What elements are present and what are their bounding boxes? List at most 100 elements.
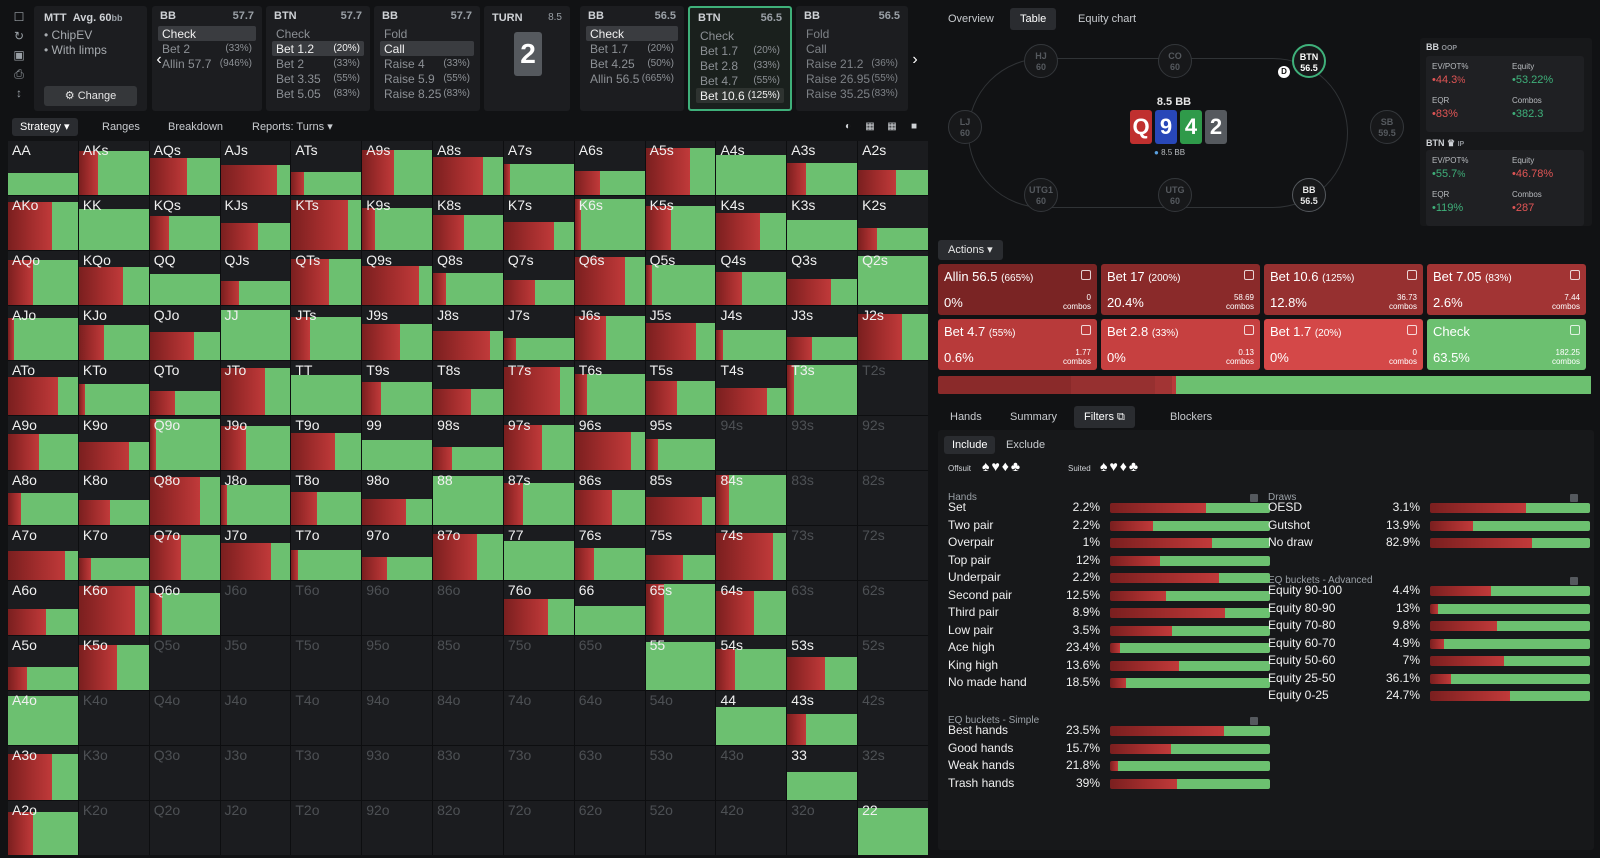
- filter-row[interactable]: Equity 60-70 4.9%: [1268, 636, 1590, 652]
- breakdown-tab[interactable]: Breakdown: [168, 121, 224, 133]
- node-action[interactable]: Bet 2 (33%): [158, 41, 256, 56]
- filter-row[interactable]: Equity 70-80 9.8%: [1268, 618, 1590, 634]
- hand-cell[interactable]: J7o: [220, 526, 291, 580]
- node-action[interactable]: Check: [158, 26, 256, 41]
- hand-cell[interactable]: T4s: [716, 361, 787, 415]
- contrast-icon[interactable]: ◐: [844, 121, 852, 132]
- hand-cell[interactable]: J8s: [433, 306, 503, 360]
- hand-cell[interactable]: KK: [78, 196, 149, 250]
- filter-row[interactable]: Weak hands 21.8%: [948, 758, 1270, 774]
- hand-cell[interactable]: A8s: [433, 141, 503, 195]
- hand-cell[interactable]: K9s: [362, 196, 433, 250]
- details-icon[interactable]: [1081, 325, 1091, 335]
- hand-cell[interactable]: Q6s: [574, 251, 645, 305]
- tab-filters[interactable]: Filters ⧉: [1074, 406, 1135, 428]
- hand-cell[interactable]: 42o: [716, 801, 787, 855]
- hand-cell[interactable]: 55: [645, 636, 716, 690]
- filter-row[interactable]: Third pair 8.9%: [948, 605, 1270, 621]
- tree-node[interactable]: BB 57.7 Check Bet 2 (33%) Allin 57.7 (946%): [152, 6, 262, 111]
- node-action[interactable]: Bet 3.35 (55%): [272, 71, 364, 86]
- tab-blockers[interactable]: Blockers: [1170, 411, 1213, 423]
- hand-cell[interactable]: T3s: [787, 361, 858, 415]
- hand-cell[interactable]: A6o: [8, 581, 78, 635]
- node-action[interactable]: Raise 35.25 (83%): [802, 86, 902, 101]
- hand-cell[interactable]: 88: [433, 471, 503, 525]
- hand-cell[interactable]: K6o: [78, 581, 149, 635]
- node-action[interactable]: Call: [380, 41, 474, 56]
- hand-cell[interactable]: AQs: [149, 141, 220, 195]
- scroll-right-icon[interactable]: ›: [912, 51, 918, 68]
- node-action[interactable]: Bet 1.7 (20%): [586, 41, 678, 56]
- hand-cell[interactable]: 95o: [362, 636, 433, 690]
- hand-cell[interactable]: J9o: [220, 416, 291, 470]
- hand-cell[interactable]: 62s: [858, 581, 928, 635]
- hand-cell[interactable]: A9o: [8, 416, 78, 470]
- tree-node[interactable]: BB 57.7 Fold Call Raise 4 (33%) Raise 5.9 (55%)…: [374, 6, 480, 111]
- hand-cell[interactable]: KJo: [78, 306, 149, 360]
- node-action[interactable]: Allin 57.7 (946%): [158, 56, 256, 71]
- hand-cell[interactable]: 73o: [503, 746, 574, 800]
- hand-cell[interactable]: 76o: [503, 581, 574, 635]
- action-box[interactable]: Allin 56.5 (665%) 0% 0 combos: [938, 264, 1097, 315]
- hand-cell[interactable]: 87o: [433, 526, 503, 580]
- filter-row[interactable]: Equity 80-90 13%: [1268, 601, 1590, 617]
- hand-cell[interactable]: 62o: [574, 801, 645, 855]
- hand-cell[interactable]: 74s: [716, 526, 787, 580]
- hand-cell[interactable]: 98o: [362, 471, 433, 525]
- hand-cell[interactable]: 32o: [787, 801, 858, 855]
- ranges-tab[interactable]: Ranges: [102, 121, 140, 133]
- filter-row[interactable]: Underpair 2.2%: [948, 570, 1270, 586]
- filter-row[interactable]: Top pair 12%: [948, 553, 1270, 569]
- hand-cell[interactable]: A2s: [858, 141, 928, 195]
- hand-cell[interactable]: 83o: [433, 746, 503, 800]
- hand-cell[interactable]: 65s: [645, 581, 716, 635]
- hand-cell[interactable]: J2o: [220, 801, 291, 855]
- hand-cell[interactable]: 64o: [574, 691, 645, 745]
- hand-cell[interactable]: K5o: [78, 636, 149, 690]
- hand-cell[interactable]: 96o: [362, 581, 433, 635]
- hand-cell[interactable]: AJs: [220, 141, 291, 195]
- action-box[interactable]: Bet 17 (200%) 20.4% 58.69 combos: [1101, 264, 1260, 315]
- hand-cell[interactable]: Q4s: [716, 251, 787, 305]
- hand-cell[interactable]: T3o: [291, 746, 362, 800]
- hand-cell[interactable]: 33: [787, 746, 858, 800]
- hand-cell[interactable]: 86o: [433, 581, 503, 635]
- hand-cell[interactable]: Q8s: [433, 251, 503, 305]
- node-action[interactable]: Allin 56.5 (665%): [586, 71, 678, 86]
- hand-cell[interactable]: K2o: [78, 801, 149, 855]
- hand-cell[interactable]: KTo: [78, 361, 149, 415]
- hand-cell[interactable]: 76s: [574, 526, 645, 580]
- tree-node[interactable]: BTN 56.5 Check Bet 1.7 (20%) Bet 2.8 (33%) Bet …: [688, 6, 792, 111]
- node-action[interactable]: Fold: [380, 26, 474, 41]
- hand-cell[interactable]: 53s: [787, 636, 858, 690]
- details-icon[interactable]: [1081, 270, 1091, 280]
- node-action[interactable]: Check: [272, 26, 364, 41]
- hand-cell[interactable]: Q3o: [149, 746, 220, 800]
- hand-cell[interactable]: K4o: [78, 691, 149, 745]
- hand-cell[interactable]: K4s: [716, 196, 787, 250]
- hand-cell[interactable]: 95s: [645, 416, 716, 470]
- node-action[interactable]: Bet 2 (33%): [272, 56, 364, 71]
- filter-row[interactable]: No draw 82.9%: [1268, 535, 1590, 551]
- hand-cell[interactable]: 96s: [574, 416, 645, 470]
- hand-cell[interactable]: J2s: [858, 306, 928, 360]
- hand-cell[interactable]: J3s: [787, 306, 858, 360]
- actions-dropdown[interactable]: Actions ▾: [938, 240, 1003, 260]
- hand-cell[interactable]: 82s: [858, 471, 928, 525]
- grid-view-icon[interactable]: ▦: [887, 121, 897, 132]
- hand-cell[interactable]: 32s: [858, 746, 928, 800]
- node-action[interactable]: Raise 4 (33%): [380, 56, 474, 71]
- hand-cell[interactable]: 84s: [716, 471, 787, 525]
- hand-cell[interactable]: K8s: [433, 196, 503, 250]
- action-box[interactable]: Bet 7.05 (83%) 2.6% 7.44 combos: [1427, 264, 1586, 315]
- hand-cell[interactable]: 98s: [433, 416, 503, 470]
- hand-cell[interactable]: A2o: [8, 801, 78, 855]
- hand-cell[interactable]: KQs: [149, 196, 220, 250]
- hand-cell[interactable]: A3o: [8, 746, 78, 800]
- reports-dropdown[interactable]: Reports: Turns ▾: [252, 121, 333, 133]
- hand-cell[interactable]: 75o: [503, 636, 574, 690]
- hand-cell[interactable]: Q5s: [645, 251, 716, 305]
- hand-cell[interactable]: KTs: [291, 196, 362, 250]
- details-icon[interactable]: [1570, 325, 1580, 335]
- hand-cell[interactable]: T9s: [362, 361, 433, 415]
